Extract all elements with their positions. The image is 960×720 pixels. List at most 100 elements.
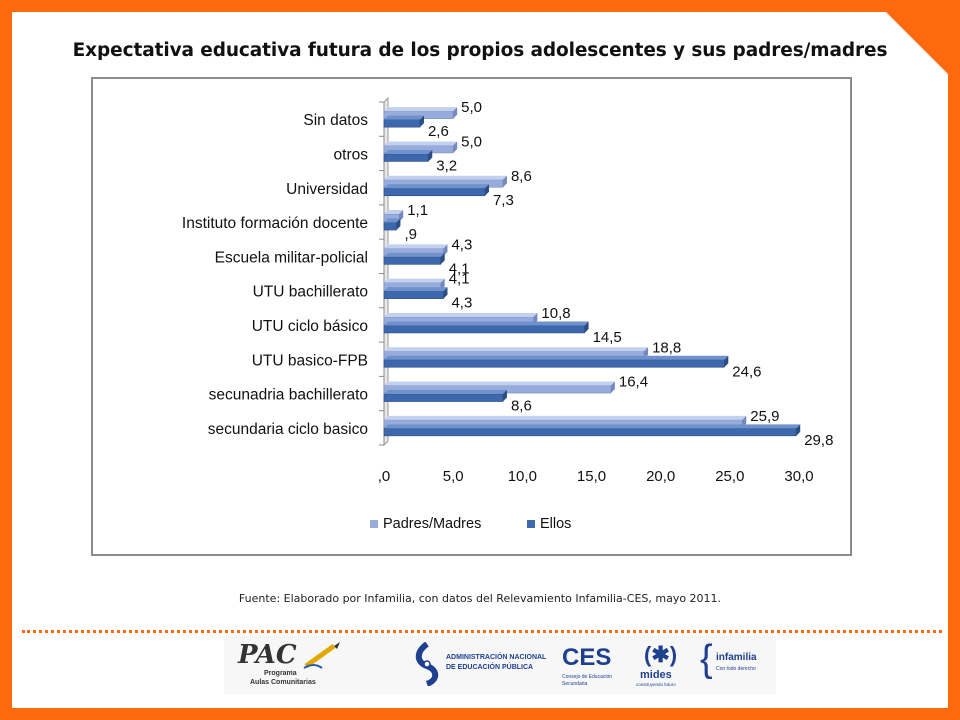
ces-logo-line2: Secundaria: [562, 681, 588, 687]
pac-logo-line2: Aulas Comunitarias: [250, 679, 316, 686]
data-label: 1,1: [407, 202, 428, 219]
bar-ellos: [383, 428, 797, 437]
data-label: 3,2: [436, 157, 457, 174]
data-label: 7,3: [493, 192, 514, 209]
pac-logo-line1: Programa: [264, 670, 297, 677]
category-label: Instituto formación docente: [182, 215, 368, 232]
bar-top-face: [384, 390, 507, 395]
bar-end-face: [484, 184, 489, 196]
bar-end-face: [502, 175, 507, 188]
legend-label: Ellos: [540, 516, 571, 532]
mides-emblem-icon: (✱): [644, 642, 678, 667]
data-label: ,9: [404, 226, 417, 243]
bar-top-face: [384, 278, 445, 283]
ces-logo-name: CES: [562, 644, 612, 671]
data-label: 16,4: [619, 374, 648, 391]
bar-ellos: [383, 393, 504, 402]
x-tick-label: 10,0: [508, 468, 537, 485]
bar-ellos: [383, 119, 421, 128]
data-label: 14,5: [593, 329, 622, 346]
bar-end-face: [440, 252, 445, 265]
category-label: UTU ciclo básico: [252, 318, 368, 335]
data-label: 5,0: [461, 99, 482, 116]
data-label: 24,6: [732, 363, 761, 380]
bar-end-face: [796, 424, 801, 436]
anep-emblem-icon: [415, 642, 439, 686]
x-tick-label: 5,0: [443, 468, 464, 485]
ces-logo-line1: Consejo de Educación: [562, 674, 613, 680]
bar-top-face: [384, 252, 445, 257]
dotted-divider: [22, 630, 942, 633]
mides-logo-name: mides: [640, 669, 672, 681]
bar-end-face: [419, 115, 424, 128]
x-tick-label: 20,0: [646, 468, 675, 485]
logo-strip: PAC Programa Aulas Comunitarias ADMINIST…: [224, 636, 776, 694]
bar-end-face: [453, 107, 458, 119]
category-label: secunadria bachillerato: [209, 387, 368, 404]
legend-swatch-ellos: [527, 520, 535, 528]
bar-end-face: [428, 149, 433, 162]
pac-logo-name: PAC: [238, 640, 297, 670]
bar-end-face: [724, 355, 729, 368]
chart-frame: 5,0 2,6 Sin datos 5,0 3,2 otros 8,6 7,3 Universi…: [91, 77, 852, 556]
pac-logo: PAC Programa Aulas Comunitarias: [234, 640, 344, 690]
category-label: UTU basico-FPB: [252, 352, 368, 369]
bar-ellos: [383, 290, 444, 299]
bar-top-face: [384, 312, 538, 317]
legend-swatch-padres: [370, 520, 378, 528]
x-tick-label: 25,0: [715, 468, 744, 485]
bar-ellos: [383, 359, 725, 368]
data-label: 5,0: [461, 133, 482, 150]
bar-top-face: [384, 210, 404, 215]
data-label: 4,1: [449, 260, 470, 277]
category-label: otros: [334, 146, 369, 163]
bar-end-face: [453, 141, 458, 153]
data-label: 25,9: [750, 408, 779, 425]
category-label: secundaria ciclo basico: [208, 421, 368, 438]
bar-end-face: [502, 390, 507, 402]
bar-end-face: [443, 287, 448, 299]
bar-top-face: [384, 381, 615, 386]
bar-ellos: [383, 187, 486, 197]
data-label: 29,8: [804, 432, 833, 449]
bar-top-face: [384, 287, 448, 292]
x-tick-label: ,0: [378, 468, 391, 485]
folded-corner: [874, 0, 960, 86]
bar-top-face: [384, 424, 801, 429]
slide-title: Expectativa educativa futura de los prop…: [72, 40, 888, 61]
bar-end-face: [396, 218, 401, 231]
bar-top-face: [384, 184, 489, 189]
anep-logo-line2: DE EDUCACIÓN PÚBLICA: [446, 664, 534, 671]
bar-top-face: [384, 321, 589, 326]
data-label: 4,1: [449, 271, 470, 288]
bar-top-face: [384, 355, 729, 360]
bar-top-face: [384, 347, 649, 352]
infamilia-logo-name: infamilia: [716, 652, 757, 663]
x-tick-label: 15,0: [577, 468, 606, 485]
anep-logo: ADMINISTRACIÓN NACIONAL DE EDUCACIÓN PÚB…: [412, 642, 552, 688]
bar-end-face: [584, 321, 589, 333]
category-label: UTU bachillerato: [253, 284, 368, 301]
data-label: 4,3: [451, 295, 472, 312]
bar-top-face: [384, 149, 433, 154]
mides-logo-tagline: construyendo futuro: [636, 682, 676, 687]
anep-logo-line1: ADMINISTRACIÓN NACIONAL: [446, 654, 547, 661]
bar-top-face: [384, 218, 401, 223]
x-tick-label: 30,0: [784, 468, 813, 485]
data-label: 8,6: [511, 168, 532, 185]
category-label: Universidad: [286, 181, 368, 198]
bar-ellos: [383, 325, 585, 334]
bar-top-face: [384, 244, 448, 249]
ces-logo: CES Consejo de Educación Secundaria: [560, 644, 624, 690]
data-label: 10,8: [541, 305, 570, 322]
source-note: Fuente: Elaborado por Infamilia, con dat…: [238, 592, 722, 605]
pencil-icon: [303, 642, 340, 669]
bar-top-face: [384, 141, 458, 146]
data-label: 2,6: [428, 123, 449, 140]
category-label: Sin datos: [303, 112, 368, 129]
bar-ellos: [383, 256, 442, 265]
data-label: 8,6: [511, 398, 532, 415]
bar-top-face: [384, 175, 507, 180]
